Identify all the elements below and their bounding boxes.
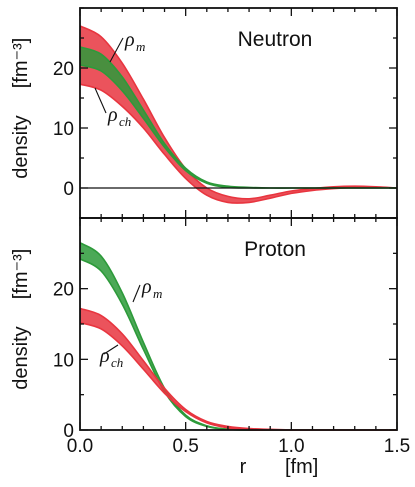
band-upper-edge-rho_m (79, 242, 397, 431)
band-lower-edge-rho_ch (79, 321, 397, 431)
y-axis-unit: [fm⁻³] (10, 38, 32, 89)
series-label-rho_m: ρ (141, 276, 152, 298)
y-tick-label: 0 (63, 179, 74, 200)
series-label-sub-rho_ch: ch (119, 114, 131, 129)
y-tick-label: 0 (63, 421, 74, 442)
band-rho_m (80, 242, 397, 431)
y-tick-label: 20 (53, 59, 74, 80)
series-leader-rho_ch (103, 344, 119, 355)
series-leader-rho_m (132, 284, 141, 303)
y-tick-label: 10 (53, 119, 74, 140)
series-label-sub-rho_m: m (153, 286, 162, 301)
series-label-sub-rho_m: m (136, 39, 145, 54)
x-tick-label: 0.0 (67, 436, 93, 457)
y-axis: 0 10 20 (53, 217, 397, 442)
x-tick-label: 1.0 (278, 436, 304, 457)
x-axis: 0.0 0.5 1.0 1.5 (67, 436, 410, 457)
series-label-sub-rho_ch: ch (111, 355, 123, 370)
x-axis-unit: [fm] (285, 456, 318, 478)
band-upper-edge-rho_ch (79, 25, 398, 200)
y-tick-label: 20 (53, 280, 74, 301)
y-axis-unit: [fm⁻³] (10, 249, 32, 300)
x-axis-label: r (240, 456, 247, 478)
panel-title: Neutron (238, 28, 313, 51)
y-tick-label: 10 (53, 350, 74, 371)
panel-title: Proton (244, 238, 306, 261)
plot-frame (79, 217, 398, 431)
y-axis: 0 10 20 (53, 7, 397, 219)
y-axis-label: density (10, 115, 32, 178)
x-tick-label: 0.5 (172, 436, 198, 457)
x-tick-label: 1.5 (384, 436, 410, 457)
series-leader-rho_ch (94, 87, 107, 114)
series-label-rho_m: ρ (124, 29, 135, 51)
series-leader-rho_m (109, 37, 124, 63)
band-upper-edge-rho_ch (79, 307, 397, 431)
y-axis-label: density (10, 326, 32, 389)
x-ticks (79, 218, 398, 430)
series-label-rho_ch: ρ (99, 345, 110, 367)
uncertainty-bands (79, 242, 397, 431)
band-rho_ch (80, 308, 397, 431)
series-label-rho_ch: ρ (107, 104, 118, 126)
